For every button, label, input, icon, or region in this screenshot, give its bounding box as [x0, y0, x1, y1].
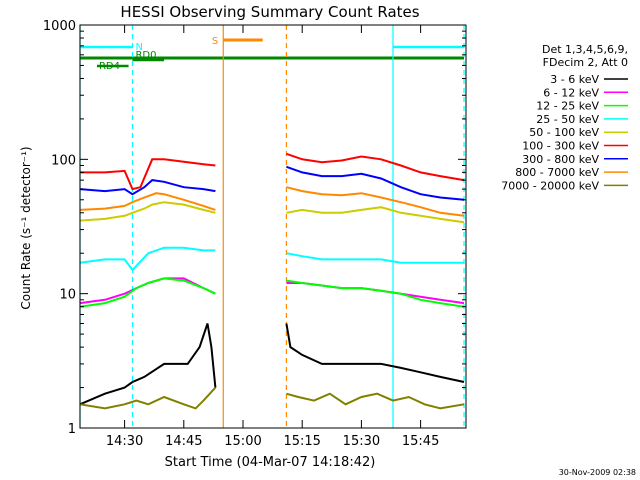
footer-timestamp: 30-Nov-2009 02:38 — [559, 468, 636, 477]
series-line-0 — [79, 323, 465, 406]
legend-label-7: 800 - 7000 keV — [515, 166, 599, 179]
y-tick-label-0: 1 — [68, 422, 76, 437]
x-tick-label-0: 14:30 — [106, 434, 143, 449]
x-tick-label-4: 15:30 — [343, 434, 380, 449]
legend-header-1: FDecim 2, Att 0 — [543, 56, 628, 69]
flag-label-s: S — [212, 36, 218, 47]
series-line-8 — [79, 386, 465, 410]
series-line-3 — [79, 246, 464, 272]
legend-label-2: 12 - 25 keV — [536, 100, 599, 113]
legend-label-0: 3 - 6 keV — [550, 73, 599, 86]
legend-label-1: 6 - 12 keV — [543, 86, 599, 99]
x-axis: 14:30 14:45 15:00 15:15 15:30 15:45 — [106, 25, 439, 449]
flag-label-rd0: RD0 — [135, 50, 156, 61]
x-tick-label-2: 15:00 — [224, 434, 261, 449]
series-line-6 — [79, 165, 465, 201]
x-tick-label-1: 14:45 — [165, 434, 202, 449]
y-axis-label: Count Rate (s⁻¹ detector⁻¹) — [19, 146, 33, 309]
legend: Det 1,3,4,5,6,9,FDecim 2, Att 0 3 - 6 keV… — [501, 43, 628, 192]
event-markers — [79, 25, 465, 428]
flag-label-n: N — [135, 42, 142, 53]
y-tick-label-2: 100 — [51, 153, 76, 168]
x-axis-label: Start Time (04-Mar-07 14:18:42) — [165, 455, 376, 470]
legend-label-6: 300 - 800 keV — [522, 153, 599, 166]
legend-label-3: 25 - 50 keV — [536, 113, 599, 126]
legend-label-8: 7000 - 20000 keV — [501, 179, 599, 192]
series-group — [79, 152, 465, 410]
y-axis: 1 10 100 1000 — [43, 19, 466, 437]
x-tick-label-5: 15:45 — [402, 434, 439, 449]
plot-frame — [79, 24, 467, 429]
x-tick-label-3: 15:15 — [283, 434, 320, 449]
flag-label-rd4: RD4 — [99, 61, 120, 72]
legend-header-0: Det 1,3,4,5,6,9, — [542, 43, 628, 56]
y-tick-label-3: 1000 — [43, 19, 76, 34]
series-line-4 — [79, 201, 465, 224]
chart-title: HESSI Observing Summary Count Rates — [120, 3, 419, 21]
series-line-5 — [80, 152, 465, 191]
y-tick-label-1: 10 — [59, 288, 76, 303]
series-line-1 — [79, 277, 465, 305]
legend-label-4: 50 - 100 keV — [529, 126, 599, 139]
legend-label-5: 100 - 300 keV — [522, 140, 599, 153]
series-line-7 — [79, 186, 465, 217]
series-line-2 — [79, 277, 465, 308]
